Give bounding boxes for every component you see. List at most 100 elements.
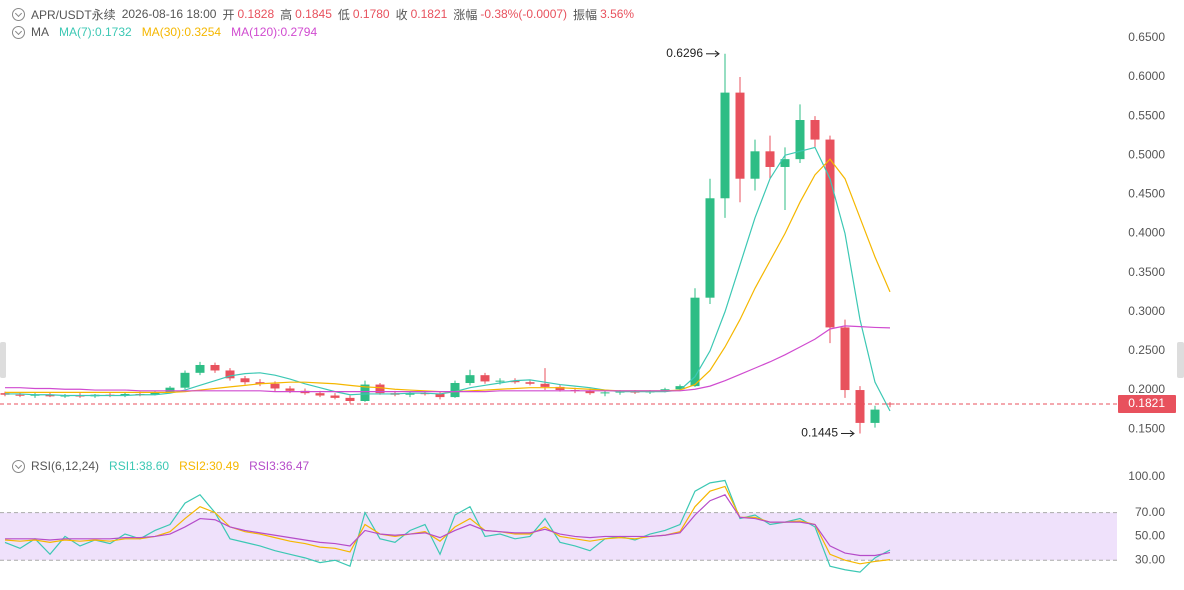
candle-body [225,370,235,379]
candle-body [705,198,715,298]
candle-body [825,139,835,328]
candle-body [765,151,775,167]
candle-body [360,384,370,401]
field-value: 3.56% [600,7,635,21]
candle-body [735,92,745,179]
candle-body [270,383,280,389]
field-value: 0.1845 [295,7,332,21]
candle-body [165,387,175,393]
scroll-tab [0,342,6,378]
candle-body [255,382,265,384]
legend-entry: RSI3:36.47 [249,459,310,473]
candle-body [690,297,700,387]
extreme-arrow-head [714,50,720,58]
candle-body [180,372,190,388]
candle-body [150,392,160,395]
candle-body [345,397,355,401]
collapse-icon[interactable] [12,459,25,473]
candle-body [855,390,865,423]
field-label: 低 [337,7,350,22]
y-tick-label: 0.6000 [1128,69,1165,83]
header: APR/USDT永续 2026-08-16 18:00 开 0.1828 高 0.18… [12,6,634,22]
field-value: 0.1821 [410,7,448,21]
candle-body [435,393,445,398]
candle-body [285,388,295,391]
field-label: 收 [395,7,408,22]
legend-entry: RSI1:38.60 [109,459,170,473]
last-price-box [1118,395,1176,414]
extreme-arrow-head [849,430,855,437]
ma-legend: MA MA(7):0.1732 MA(30):0.3254 MA(120):0.27… [12,24,317,40]
candle-body [585,390,595,394]
ma-line [5,325,891,393]
candle-body [15,394,25,396]
ma-line [5,158,891,393]
candle-body [240,378,250,383]
y-tick-label: 100.00 [1128,469,1165,483]
candle-body [600,392,610,394]
candle-body [540,383,550,387]
candle-body [480,375,490,382]
extreme-label: 0.6296 [666,46,703,60]
legend-entry: RSI2:30.49 [179,459,240,473]
candle-body [810,120,820,140]
collapse-icon[interactable] [12,25,25,39]
rsi-band [0,512,1117,561]
y-tick-label: 0.5000 [1128,147,1165,161]
ma-line [5,146,891,412]
candle-body [525,382,535,384]
candle-body [555,386,565,391]
candle-body [405,393,415,395]
legend-entry: MA(30):0.3254 [141,25,222,39]
y-tick-label: 0.5500 [1128,108,1165,122]
candle-body [870,409,880,423]
candle-body [120,393,130,396]
candle-body [675,386,685,390]
candle-body [375,384,385,394]
y-tick-label: 0.6500 [1128,30,1165,44]
y-tick-label: 0.3500 [1128,265,1165,279]
field-value: -0.38%(-0.0007) [480,7,568,21]
candle-body [750,151,760,179]
y-tick-label: 70.00 [1135,505,1165,519]
scroll-tab [1177,342,1184,378]
candle-body [210,364,220,371]
y-tick-label: 0.2000 [1128,382,1165,396]
field-label: 开 [222,7,235,22]
candle-body [45,394,55,397]
legend-entry: MA(7):0.1732 [59,25,132,39]
y-tick-label: 50.00 [1135,529,1165,543]
rsi-line [5,494,891,557]
legend-title: MA [31,25,49,39]
legend-entry: MA(120):0.2794 [231,25,318,39]
legend-title: RSI(6,12,24) [31,459,100,473]
candle-body [330,395,340,398]
candle-body [795,120,805,160]
candle-body [660,389,670,391]
field-value: 0.1828 [237,7,275,21]
y-tick-label: 0.1500 [1128,421,1165,435]
candle-body [450,382,460,398]
candle-body [195,364,205,373]
y-tick-label: 0.4500 [1128,187,1165,201]
y-tick-label: 0.2500 [1128,343,1165,357]
extreme-label: 0.1445 [801,426,838,440]
candle-body [495,380,505,382]
candle-body [720,92,730,199]
candle-body [780,159,790,167]
field-label: 涨幅 [453,7,478,22]
candle-body [840,327,850,391]
y-tick-label: 0.4000 [1128,226,1165,240]
rsi-legend: RSI(6,12,24) RSI1:38.60 RSI2:30.49 RSI3:36… [12,458,309,474]
field-label: 振幅 [573,7,598,22]
collapse-icon[interactable] [12,7,25,21]
y-tick-label: 30.00 [1135,552,1165,566]
candle-body [465,375,475,383]
candle-body [510,380,520,383]
last-price-label: 0.1821 [1128,396,1165,410]
symbol: APR/USDT永续 [31,7,116,22]
field-label: 高 [280,7,293,22]
candle-body [315,393,325,396]
y-tick-label: 0.3000 [1128,304,1165,318]
